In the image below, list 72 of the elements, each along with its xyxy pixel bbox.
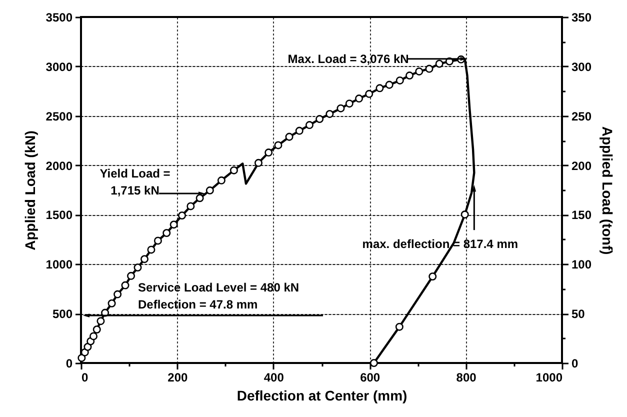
y2-tick-label: 100 [572, 258, 592, 272]
point [425, 64, 434, 73]
point [134, 264, 142, 272]
point [345, 100, 354, 108]
x-tick-label: 600 [360, 370, 380, 384]
x-tick-label: 1000 [536, 370, 563, 384]
x-axis-title: Deflection at Center (mm) [236, 388, 408, 404]
point [460, 210, 469, 219]
point [206, 186, 214, 194]
point [121, 281, 130, 290]
point [355, 94, 364, 103]
y2-axis-title: Applied Load (tonf) [600, 126, 616, 255]
point [170, 220, 178, 229]
point [127, 272, 136, 280]
point [285, 132, 294, 141]
y-tick-label: 2000 [46, 158, 73, 173]
point [114, 290, 122, 298]
y-tick-label: 2500 [46, 109, 73, 124]
point [326, 110, 334, 118]
y-tick-label: 3500 [46, 10, 73, 24]
point [162, 229, 171, 237]
point [78, 354, 86, 362]
y2-tick-label: 0 [572, 356, 578, 370]
annotation: Max. Load = 3,076 kN [288, 52, 409, 66]
x-tick-label: 800 [456, 370, 477, 384]
y-axis-title: Applied Load (kN) [22, 130, 38, 250]
point [376, 84, 384, 92]
point [406, 72, 414, 80]
y2-tick-label: 200 [572, 158, 592, 173]
point [90, 332, 98, 340]
point [396, 76, 404, 84]
point [435, 60, 444, 68]
annotation: Service Load Level = 480 kN Deflection = 47.8 mm [138, 280, 300, 312]
point [84, 342, 92, 351]
y-tick-label: 1500 [46, 208, 73, 222]
y-tick-label: 0 [66, 356, 73, 370]
point [96, 317, 105, 326]
point [230, 166, 238, 174]
y-tick-label: 500 [52, 307, 73, 322]
y2-tick-label: 50 [572, 307, 586, 322]
point [274, 141, 282, 150]
annotation: Yield Load = 1,715 kN [100, 166, 170, 198]
y-tick-label: 3000 [46, 60, 73, 74]
point [254, 158, 262, 167]
point [108, 299, 116, 308]
point [186, 202, 195, 210]
point [92, 325, 101, 334]
point [365, 90, 374, 98]
y2-tick-label: 350 [572, 10, 592, 24]
y2-tick-label: 150 [572, 208, 592, 222]
point [305, 121, 314, 130]
point [385, 80, 394, 89]
point [415, 67, 424, 76]
point [178, 212, 186, 220]
point [217, 176, 226, 184]
y2-tick-label: 300 [572, 60, 592, 74]
point [154, 236, 162, 245]
point [147, 246, 156, 254]
point [370, 359, 378, 367]
point [428, 272, 437, 280]
point [395, 322, 404, 331]
point [264, 148, 273, 157]
point [196, 194, 204, 202]
x-tick-label: 200 [168, 370, 188, 384]
y-tick-label: 1000 [46, 258, 73, 272]
y2-tick-label: 250 [572, 109, 592, 124]
point [295, 126, 304, 135]
x-tick-label: 400 [264, 370, 284, 384]
point [336, 104, 345, 112]
point [140, 255, 148, 264]
point [316, 115, 324, 124]
x-tick-label: 0 [82, 370, 88, 384]
